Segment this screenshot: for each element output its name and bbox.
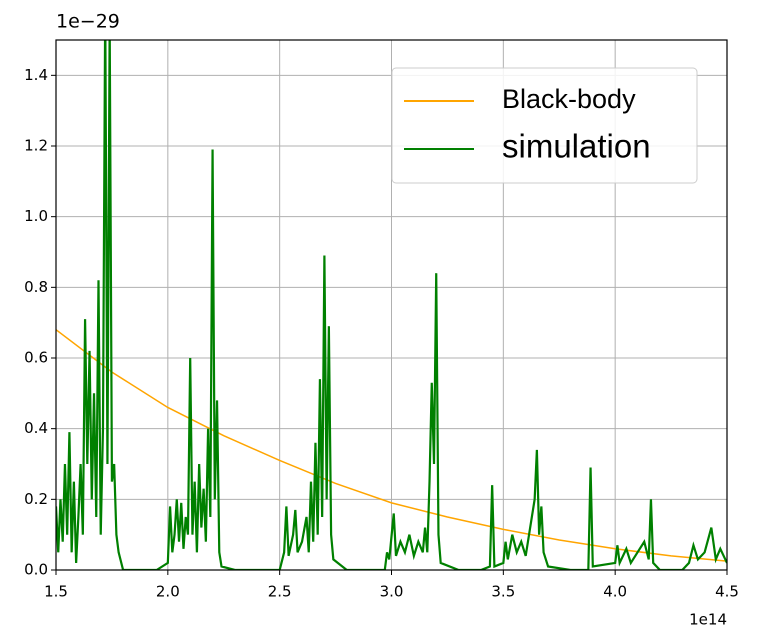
series-line <box>56 40 727 570</box>
x-tick-label: 4.0 <box>603 583 627 601</box>
y-offset-label: 1e−29 <box>56 11 120 33</box>
legend-label: Black-body <box>502 84 636 114</box>
y-tick-label: 0.2 <box>24 490 48 508</box>
y-tick-label: 0.6 <box>24 349 48 367</box>
y-tick-label: 0.8 <box>24 278 48 296</box>
y-tick-label: 0.4 <box>24 419 48 437</box>
y-tick-label: 1.4 <box>24 66 48 84</box>
legend-box <box>391 67 698 184</box>
y-tick-label: 0.0 <box>24 561 48 579</box>
x-tick-label: 4.5 <box>715 583 739 601</box>
y-tick-label: 1.2 <box>24 137 48 155</box>
x-tick-label: 3.0 <box>380 583 404 601</box>
x-tick-label: 2.0 <box>156 583 180 601</box>
x-tick-label: 3.5 <box>491 583 515 601</box>
x-offset-label: 1e14 <box>689 611 727 629</box>
series-line <box>56 329 727 562</box>
x-tick-label: 1.5 <box>44 583 68 601</box>
legend-label: simulation <box>502 128 651 165</box>
x-tick-label: 2.5 <box>268 583 292 601</box>
y-tick-label: 1.0 <box>24 207 48 225</box>
